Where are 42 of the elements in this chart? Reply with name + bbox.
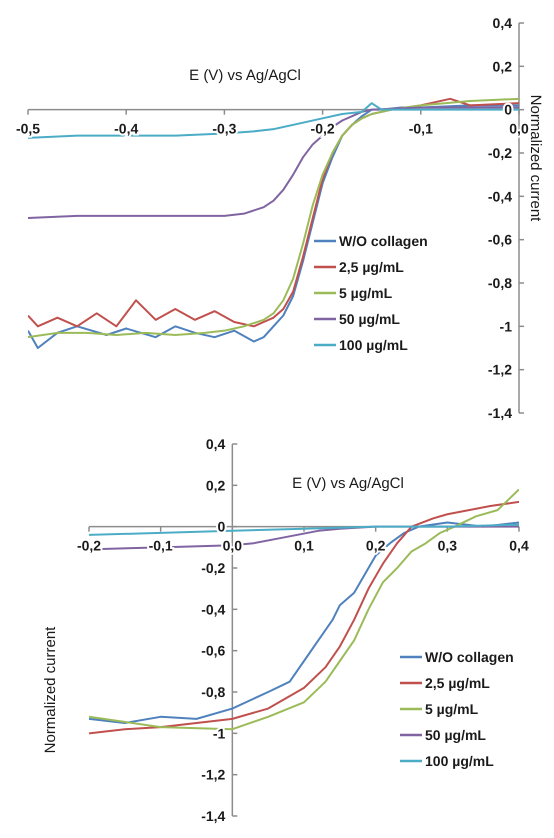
y-axis-title: Normalized current — [527, 94, 544, 222]
x-tick-label: 0,2 — [366, 538, 386, 554]
y-tick-label: -1,4 — [488, 405, 512, 421]
x-tick-label: 0,3 — [438, 538, 458, 554]
y-tick-label: 0,2 — [492, 58, 512, 74]
x-tick-label: -0,1 — [408, 120, 434, 137]
y-tick-label: -0,2 — [488, 145, 512, 161]
y-tick-label: -0,4 — [201, 601, 226, 618]
y-tick-label: -0,6 — [488, 232, 512, 248]
y-tick-label: -1 — [212, 725, 226, 742]
y-tick-label: -0,4 — [488, 188, 512, 204]
legend-label: 50 µg/mL — [425, 727, 486, 743]
y-tick-label: -0,6 — [201, 642, 226, 659]
x-axis-title: E (V) vs Ag/AgCl — [292, 475, 404, 492]
x-tick-label: -0,2 — [76, 538, 102, 554]
y-tick-label: -0,8 — [201, 684, 226, 700]
legend-label: W/O collagen — [425, 649, 514, 665]
legend-label: 2,5 µg/mL — [339, 259, 404, 275]
y-tick-label: -0,8 — [488, 275, 512, 291]
legend-label: 100 µg/mL — [425, 753, 494, 769]
legend-label: 50 µg/mL — [339, 311, 400, 327]
x-tick-label: -0,4 — [114, 120, 138, 137]
y-tick-label: -1 — [500, 318, 512, 334]
legend-label: 5 µg/mL — [339, 285, 392, 301]
y-tick-label: 0,4 — [206, 436, 226, 452]
x-tick-label: 0,1 — [294, 538, 314, 554]
y-tick-label: 0,2 — [206, 477, 226, 494]
legend-label: 5 µg/mL — [425, 701, 478, 717]
y-tick-label: -1,4 — [201, 808, 226, 824]
y-axis-title: Normalized current — [42, 626, 59, 754]
x-axis-title: E (V) vs Ag/AgCl — [189, 67, 301, 84]
y-tick-label: -0,2 — [201, 560, 226, 576]
x-tick-label: -0,5 — [16, 120, 40, 137]
x-tick-label: 0,0 — [509, 120, 529, 137]
legend-label: W/O collagen — [339, 233, 428, 249]
x-tick-label: -0,3 — [212, 120, 237, 137]
line-series — [89, 524, 519, 536]
y-tick-label: 0,4 — [492, 15, 512, 31]
legend-label: 2,5 µg/mL — [425, 675, 490, 691]
legend-label: 100 µg/mL — [339, 337, 408, 353]
y-tick-label: -1,2 — [488, 362, 512, 378]
y-tick-label: -1,2 — [201, 766, 226, 783]
